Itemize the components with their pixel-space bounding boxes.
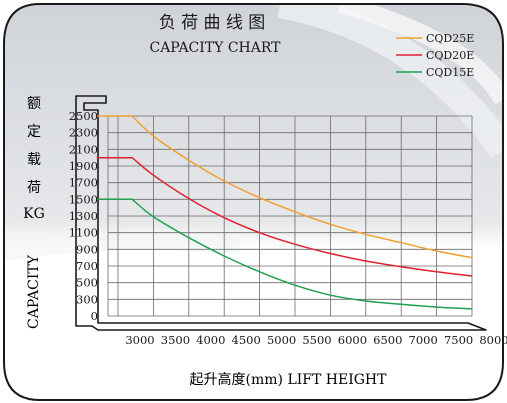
svg-text:额: 额 <box>27 96 41 112</box>
svg-text:定: 定 <box>27 124 41 140</box>
y-axis-label-en: CAPACITY <box>26 254 42 329</box>
x-tick-label: 8000 <box>479 333 507 347</box>
y-tick-label: 1500 <box>69 192 98 206</box>
x-tick-label: 7000 <box>409 333 438 347</box>
x-tick-label: 5000 <box>267 333 296 347</box>
x-tick-labels: 3000 3500 4000 4500 5000 5500 6000 6500 7000 7500… <box>125 333 507 347</box>
y-axis-label-cn: 额 定 载 荷 KG <box>23 96 45 222</box>
y-tick-label: 2100 <box>69 142 98 156</box>
y-tick-labels: 0 300 500 700 900 1100 1300 1500 1700 1900 2100 230… <box>69 109 98 323</box>
legend-label-cqd25e: CQD25E <box>426 32 474 45</box>
y-tick-label: 700 <box>76 259 98 273</box>
x-tick-label: 6500 <box>373 333 402 347</box>
x-tick-label: 3500 <box>161 333 190 347</box>
legend-label-cqd15e: CQD15E <box>426 66 474 79</box>
x-tick-label: 6000 <box>338 333 367 347</box>
chart-grid <box>107 115 473 317</box>
svg-text:载: 载 <box>27 152 41 168</box>
series-line-cqd15e <box>96 198 473 310</box>
x-tick-label: 5500 <box>302 333 331 347</box>
svg-text:荷: 荷 <box>27 180 41 196</box>
x-tick-label: 4000 <box>196 333 225 347</box>
chart-title-en: CAPACITY CHART <box>149 40 281 56</box>
series-layer <box>96 115 473 310</box>
y-tick-label: 300 <box>76 292 98 306</box>
svg-text:KG: KG <box>23 206 45 222</box>
y-tick-label: 2500 <box>69 109 98 123</box>
y-tick-label: 900 <box>76 242 98 256</box>
y-tick-label: 1300 <box>69 209 98 223</box>
y-tick-label: 500 <box>76 276 98 290</box>
y-tick-label: 2300 <box>69 126 98 140</box>
legend-label-cqd20e: CQD20E <box>426 49 474 62</box>
chart-title-cn: 负 荷 曲 线 图 <box>159 13 266 33</box>
y-tick-label: 0 <box>91 309 98 323</box>
x-axis-label: 起升高度(mm) LIFT HEIGHT <box>190 371 388 388</box>
fork-outline <box>75 95 487 331</box>
legend: CQD25E CQD20E CQD15E <box>396 32 474 79</box>
y-tick-label: 1700 <box>69 176 98 190</box>
outer-frame <box>3 3 504 401</box>
x-tick-label: 3000 <box>125 333 154 347</box>
y-tick-label: 1900 <box>69 159 98 173</box>
y-tick-label: 1100 <box>69 226 98 240</box>
series-line-cqd20e <box>96 156 473 277</box>
series-line-cqd25e <box>96 115 473 259</box>
x-tick-label: 4500 <box>232 333 261 347</box>
x-tick-label: 7500 <box>444 333 473 347</box>
